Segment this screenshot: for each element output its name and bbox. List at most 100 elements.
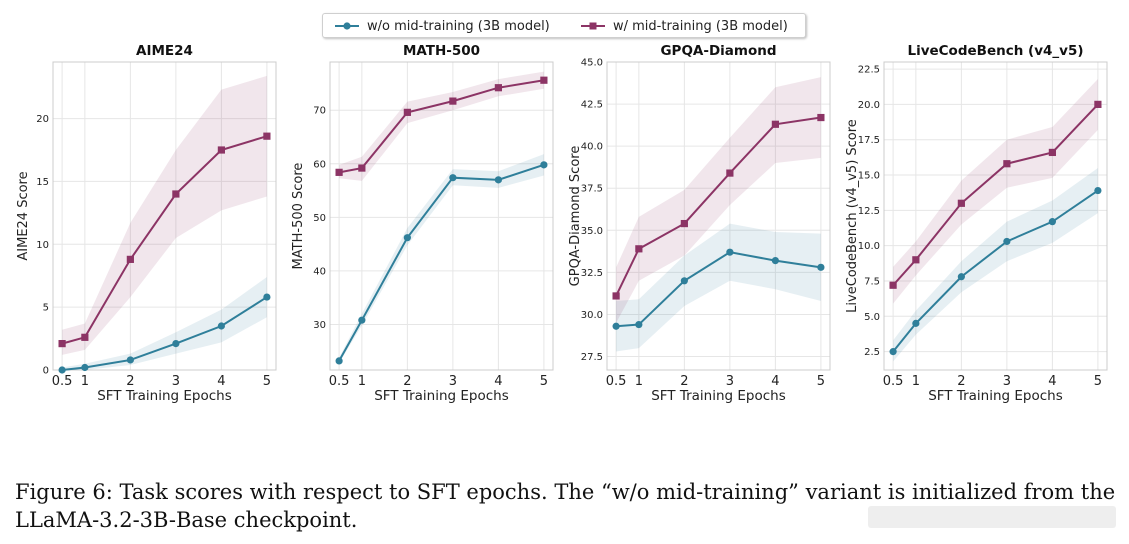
series-line-2 (338, 79, 545, 174)
data-point-series-1 (1048, 218, 1056, 226)
y-axis-label: GPQA-Diamond Score (568, 146, 583, 287)
data-point-series-2 (680, 219, 688, 228)
series-line-2 (615, 116, 822, 297)
y-tick-label: 10.0 (858, 241, 880, 252)
x-tick-label: 4 (494, 374, 502, 389)
x-axis-label: SFT Training Epochs (374, 388, 509, 404)
chart-title: AIME24 (136, 43, 193, 59)
y-tick-label: 30 (313, 320, 326, 331)
legend: w/o mid-training (3B model) w/ mid-train… (322, 13, 806, 38)
data-point-series-1 (635, 320, 643, 329)
chart-title: MATH-500 (403, 43, 480, 59)
x-tick-label: 3 (449, 374, 457, 389)
series-line-2 (892, 103, 1099, 286)
data-point-series-2 (726, 169, 734, 177)
legend-line-circle-icon (335, 22, 359, 30)
x-tick-label: 2 (957, 374, 965, 389)
data-point-series-2 (817, 113, 825, 122)
x-axis-label: SFT Training Epochs (651, 388, 786, 404)
x-tick-label: 1 (358, 374, 366, 389)
plot-frame (329, 61, 554, 371)
data-point-series-1 (358, 316, 366, 324)
y-tick-label: 70 (313, 106, 326, 117)
data-point-series-1 (58, 366, 66, 374)
data-point-series-2 (263, 132, 271, 140)
data-point-series-2 (1003, 160, 1011, 168)
y-tick-label: 2.5 (864, 347, 880, 358)
legend-line-square-icon (581, 22, 605, 30)
x-tick-label: 3 (1003, 374, 1011, 389)
series-line-1 (61, 296, 268, 371)
confidence-band-series-1 (893, 167, 1098, 362)
data-point-series-1 (494, 176, 502, 184)
data-point-series-2 (403, 108, 411, 116)
data-point-series-1 (957, 273, 965, 281)
y-tick-label: 15 (36, 177, 49, 188)
plot-area (53, 62, 276, 370)
y-tick-label: 50 (313, 213, 326, 224)
x-tick-label: 0.5 (606, 374, 627, 389)
plot-frame (606, 61, 831, 371)
chart-panel-2: 0.5 1 2 3 4 5 30 40 50 60 70 MATH-500 SFT Training E… (291, 43, 554, 404)
data-point-series-2 (540, 76, 548, 84)
chart-title: LiveCodeBench (v4_v5) (907, 43, 1083, 59)
data-point-series-1 (612, 322, 620, 330)
plot-area (330, 62, 553, 370)
series-line-1 (338, 163, 545, 362)
y-tick-label: 37.5 (581, 184, 603, 195)
data-point-series-1 (1094, 186, 1102, 195)
plot-frame (883, 61, 1108, 371)
y-axis-label: AIME24 Score (16, 171, 31, 260)
legend-item-with-mid-training: w/ mid-training (3B model) (581, 17, 788, 35)
data-point-series-2 (957, 199, 965, 207)
series-line-1 (616, 251, 822, 328)
data-point-series-1 (540, 161, 548, 169)
legend-label: w/ mid-training (3B model) (613, 18, 788, 34)
y-axis-label: MATH-500 Score (291, 163, 306, 270)
y-tick-label: 27.5 (581, 352, 603, 363)
confidence-band-series-2 (893, 78, 1098, 304)
data-point-series-2 (889, 281, 897, 289)
x-tick-label: 4 (1048, 374, 1056, 389)
data-point-series-1 (1003, 237, 1011, 246)
data-point-series-2 (612, 292, 620, 300)
series-line-2 (61, 135, 268, 345)
data-point-series-1 (449, 174, 457, 182)
data-point-series-2 (771, 120, 779, 128)
x-tick-label: 3 (726, 374, 734, 389)
x-tick-label: 1 (81, 374, 89, 389)
data-point-series-2 (358, 164, 366, 172)
data-point-series-1 (81, 363, 89, 372)
y-tick-label: 10 (36, 240, 49, 251)
y-axis-label: LiveCodeBench (v4_v5) Score (845, 119, 860, 313)
data-point-series-1 (771, 257, 779, 265)
x-tick-label: 5 (1094, 374, 1102, 389)
data-point-series-1 (263, 293, 271, 301)
y-tick-label: 17.5 (858, 135, 880, 146)
y-tick-label: 30.0 (581, 310, 603, 321)
confidence-band-series-2 (62, 75, 267, 355)
y-tick-label: 40.0 (581, 142, 603, 153)
x-tick-label: 1 (635, 374, 643, 389)
confidence-band-series-1 (339, 154, 544, 364)
x-tick-label: 4 (771, 374, 779, 389)
y-tick-label: 22.5 (858, 65, 880, 76)
data-point-series-1 (335, 357, 343, 365)
y-tick-label: 40 (313, 266, 326, 277)
plot-frame (52, 61, 277, 371)
series-line-1 (892, 189, 1099, 353)
x-tick-label: 4 (217, 374, 225, 389)
data-point-series-1 (889, 348, 897, 356)
data-point-series-1 (217, 322, 225, 330)
data-point-series-2 (1048, 148, 1056, 157)
x-tick-label: 0.5 (883, 374, 904, 389)
x-tick-label: 1 (912, 374, 920, 389)
data-point-series-2 (126, 255, 134, 263)
x-axis-label: SFT Training Epochs (97, 388, 232, 404)
x-tick-label: 3 (172, 374, 180, 389)
x-tick-label: 5 (817, 374, 825, 389)
y-tick-label: 5.0 (864, 312, 880, 323)
legend-label: w/o mid-training (3B model) (367, 18, 550, 34)
x-tick-label: 5 (263, 374, 271, 389)
data-point-series-2 (912, 256, 920, 264)
